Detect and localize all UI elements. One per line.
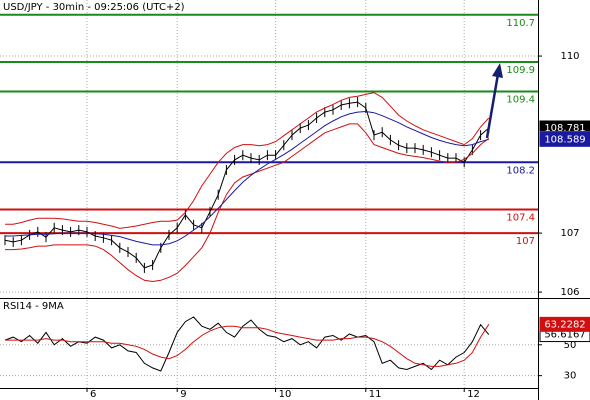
- x-tick-label: 6: [90, 389, 96, 400]
- chart-title: USD/JPY - 30min - 09:25:06 (UTC+2): [3, 2, 185, 13]
- y-tick-label: 107: [560, 228, 579, 239]
- x-tick-label: 12: [467, 389, 480, 400]
- last-value-label: 63.2282: [544, 319, 585, 330]
- level-label: 109.9: [506, 65, 535, 76]
- series-line: [5, 324, 490, 367]
- last-value-box: [539, 316, 590, 332]
- series-line: [5, 110, 489, 246]
- labels: 6 9 10 11 12 106 107 110 110.7 109.9 109.4 108.2 107…: [86, 18, 590, 400]
- series-line: [5, 123, 490, 283]
- series-line: [4, 316, 490, 372]
- arrow: [485, 73, 500, 139]
- plot: [0, 13, 538, 372]
- y-tick-label: 30: [564, 371, 577, 382]
- x-tick-label: 10: [279, 389, 292, 400]
- level-label: 108.2: [506, 165, 535, 176]
- x-tick-label: 11: [369, 389, 382, 400]
- last-value-label: 108.781: [544, 123, 585, 134]
- series-line: [5, 92, 490, 229]
- x-tick-label: 9: [180, 389, 186, 400]
- level-label: 107.4: [506, 212, 535, 223]
- level-label: 109.4: [506, 94, 535, 105]
- last-value-box: [539, 131, 590, 147]
- y-tick-label: 106: [560, 287, 579, 298]
- last-value-label: 56.6167: [544, 330, 585, 341]
- series-line: [4, 101, 490, 269]
- y-tick-label: 50: [564, 340, 577, 351]
- arrow-head: [492, 63, 503, 78]
- last-value-label: 108.589: [544, 134, 585, 145]
- y-tick-label: 110: [560, 51, 579, 62]
- level-label: 107: [516, 236, 535, 247]
- rsi-title: RSI14 - 9MA: [3, 301, 64, 312]
- level-label: 110.7: [506, 18, 535, 29]
